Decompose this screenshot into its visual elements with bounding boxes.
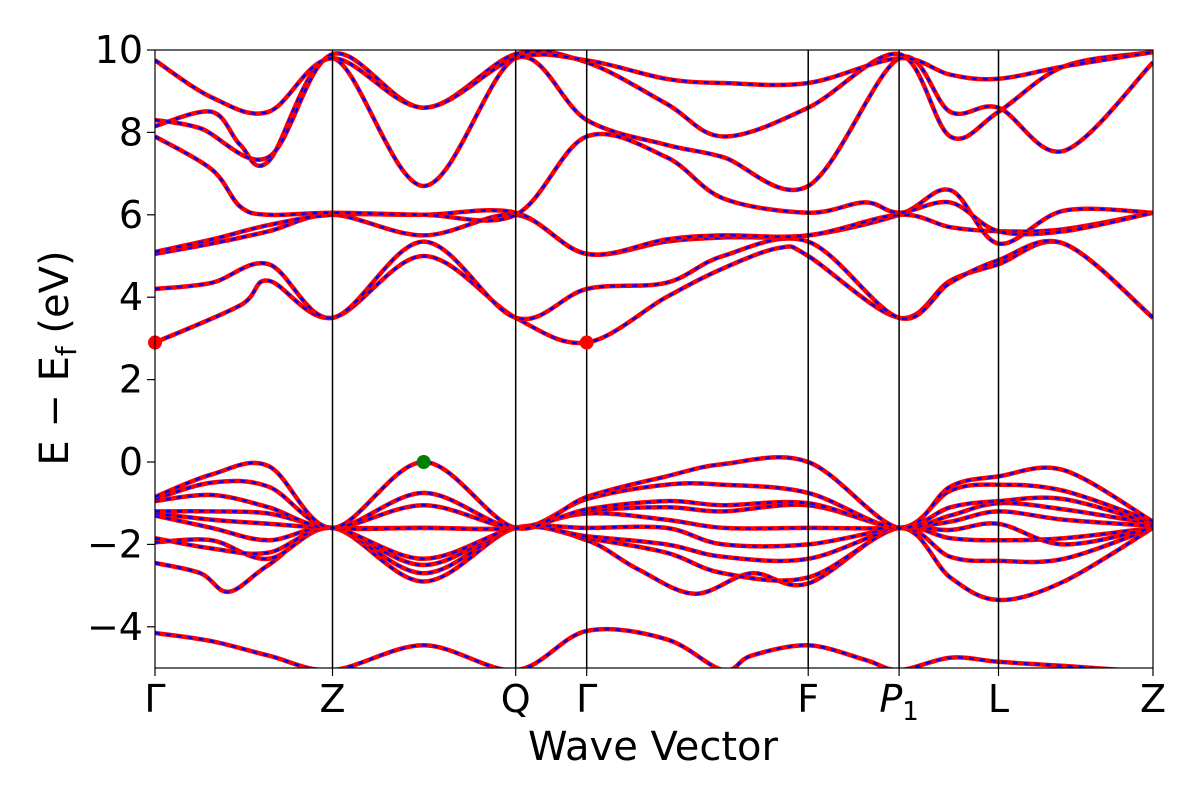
xtick-label-5: P1 [879,677,918,727]
band-5-spin-down [155,510,1153,531]
xtick-label-4: F [797,677,819,721]
band-17-spin-down [155,50,1153,115]
band-1-spin-down [155,524,1153,602]
markers-layer [148,335,594,469]
band-8-spin-up [155,478,1153,531]
band-11-spin-down [155,237,1153,321]
y-axis-label-main: E − E [32,356,78,466]
x-axis-label: Wave Vector [528,724,779,770]
band-3-spin-up [155,524,1153,568]
cbm-marker-1 [579,335,594,350]
ytick-label-6: 8 [119,110,143,154]
band-15-spin-down [155,55,1153,192]
xtick-label-7: Z [1140,677,1166,721]
ytick-label-3: 2 [119,358,143,402]
band-12-spin-down [155,188,1153,256]
band-14-spin-down [155,132,1153,236]
band-2-spin-down [155,525,1153,582]
y-ticks: −4 −2 0 2 4 6 8 10 [87,28,155,649]
band-4-spin-down [155,514,1153,561]
plot-frame [154,49,1154,669]
band-9-spin-up [155,455,1153,531]
ytick-label-4: 4 [119,275,143,319]
y-axis-label: E − Ef (eV) [32,250,83,465]
ytick-label-2: 0 [119,440,143,484]
kpoint-lines [331,50,1000,668]
band-7-spin-up [155,492,1153,531]
xtick-label-3: Γ [576,677,597,721]
band-16-spin-down [155,50,1153,161]
xtick-label-6: L [988,677,1009,721]
y-axis-label-sub: f [50,345,83,356]
ytick-label-7: 10 [95,28,143,72]
bands-layer [155,50,1153,668]
xtick-label-sub-5: 1 [902,697,919,727]
band-0-spin-up [155,626,1127,668]
y-axis-label-unit: (eV) [32,250,78,346]
xtick-label-1: Z [319,677,345,721]
ytick-label-0: −4 [87,605,143,649]
ytick-label-1: −2 [87,522,143,566]
band-13-spin-down [155,208,1153,256]
ytick-label-5: 6 [119,193,143,237]
x-ticks: Γ Z Q Γ F P1 L Z [144,668,1166,727]
xtick-label-2: Q [501,677,531,721]
xtick-label-0: Γ [144,677,165,721]
vbm-marker [416,455,431,469]
